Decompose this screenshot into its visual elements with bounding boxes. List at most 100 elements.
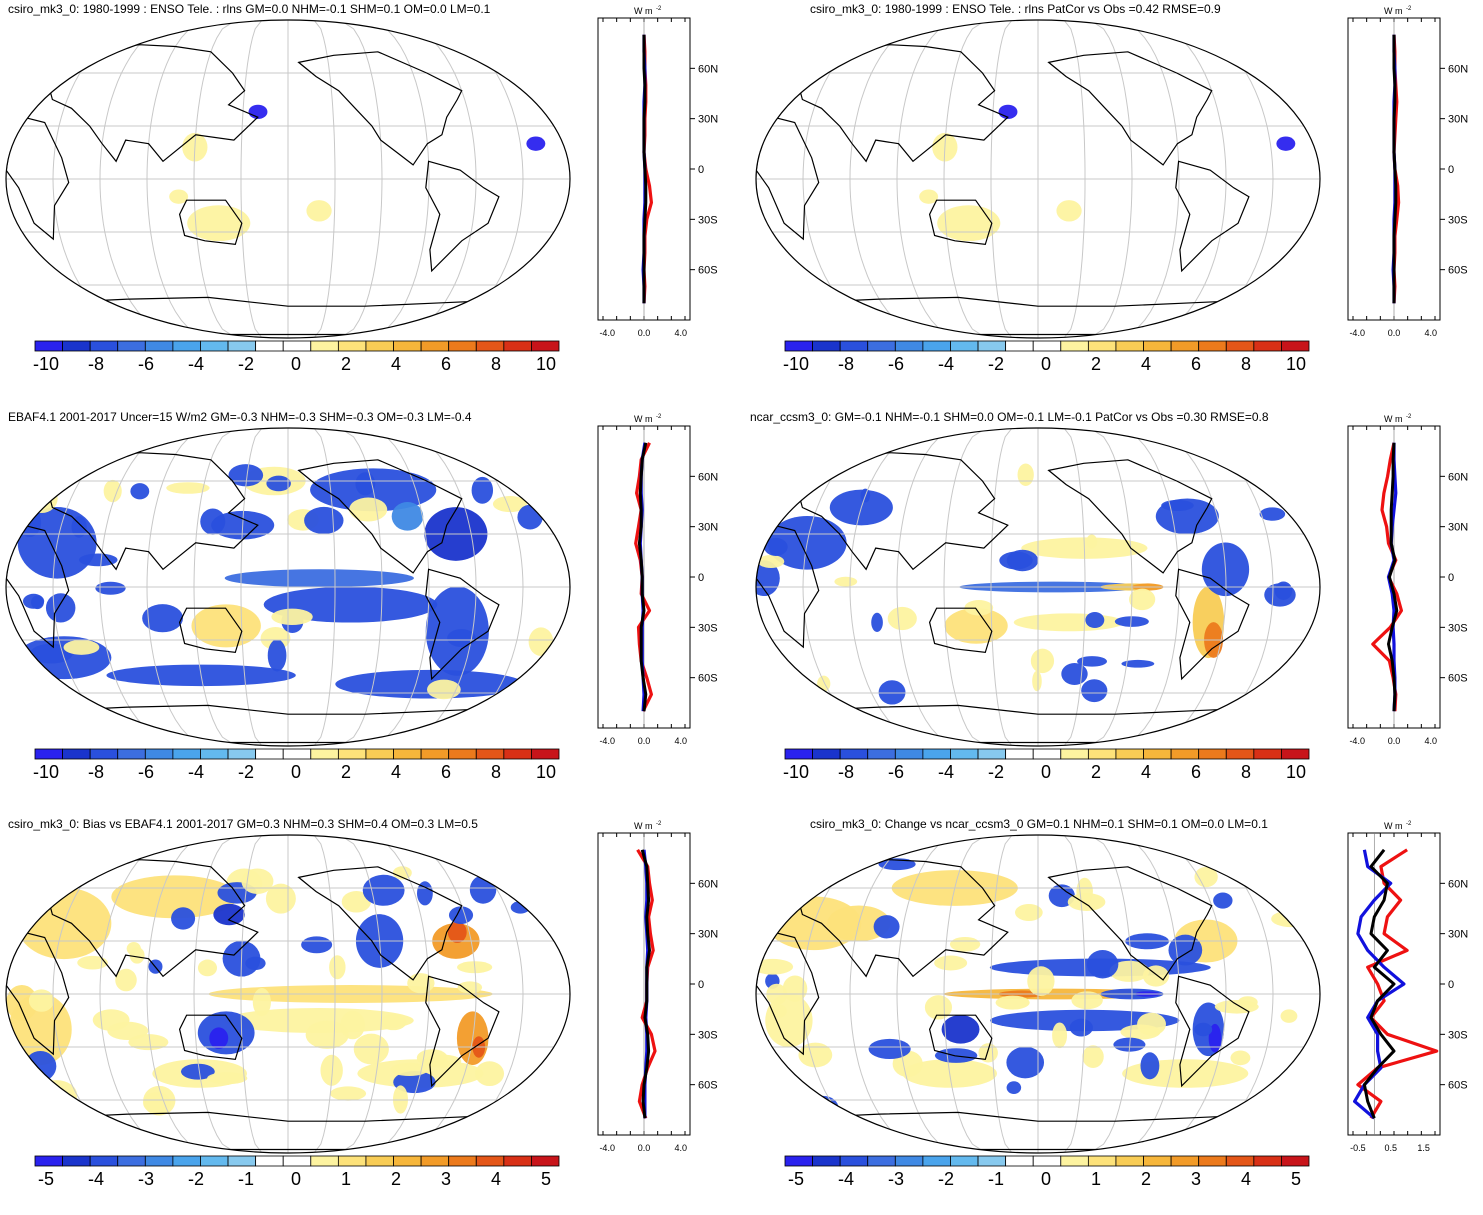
zonal-unit-label: W m xyxy=(1384,6,1403,16)
colorbar-swatch xyxy=(172,1155,201,1167)
field-blob xyxy=(169,189,189,204)
colorbar-swatch xyxy=(448,1155,477,1167)
colorbar-swatch xyxy=(503,1155,532,1167)
colorbar-swatch xyxy=(950,1155,979,1167)
field-blob xyxy=(245,956,266,971)
zonal-mean-plot: W m -2 60N 30N 0 30S 60S -4.0 0.0 4.0 xyxy=(597,414,718,746)
coastlines xyxy=(756,44,1279,336)
colorbar-swatch xyxy=(310,748,339,760)
colorbar-swatch xyxy=(1281,748,1310,760)
field-blob xyxy=(447,629,476,648)
colorbar-swatch xyxy=(1253,340,1282,352)
panel-title: ncar_ccsm3_0: GM=-0.1 NHM=-0.1 SHM=0.0 O… xyxy=(750,410,1269,424)
zonal-lat-tick-label: 0 xyxy=(698,164,704,176)
field-blob xyxy=(1030,648,1055,674)
coastlines xyxy=(756,452,1279,744)
colorbar-swatch xyxy=(89,748,119,760)
field-blob xyxy=(1121,659,1155,668)
colorbar-label: 10 xyxy=(535,354,557,374)
colorbar-label: 8 xyxy=(1240,762,1252,782)
colorbar-label: 8 xyxy=(490,354,502,374)
colorbar-swatch xyxy=(784,340,813,352)
colorbar-swatch xyxy=(1143,340,1172,352)
panel-1: csiro_mk3_0: 1980-1999 : ENSO Tele. : rl… xyxy=(0,0,740,400)
zonal-unit-exponent: -2 xyxy=(656,6,662,12)
field-blob xyxy=(349,497,388,522)
field-blob xyxy=(353,1033,389,1065)
field-blob xyxy=(763,537,788,556)
zonal-mean-plot: W m -2 60N 30N 0 30S 60S -0.5 0.5 1.5 xyxy=(1347,821,1468,1153)
field-blob xyxy=(1032,670,1042,692)
field-blob xyxy=(191,604,261,648)
zonal-x-tick-label: 0.0 xyxy=(1388,736,1401,746)
field-blob xyxy=(95,581,126,595)
field-blob xyxy=(757,555,785,568)
field-blob xyxy=(63,639,100,655)
colorbar-label: -10 xyxy=(782,354,810,374)
colorbar-swatch xyxy=(144,1155,174,1167)
field-blob xyxy=(28,989,55,1012)
panel-5: csiro_mk3_0: Bias vs EBAF4.1 2001-2017 G… xyxy=(0,815,740,1215)
global-map xyxy=(5,19,571,339)
field-blob xyxy=(949,936,981,952)
colorbar-swatch xyxy=(475,1155,505,1167)
zonal-line-black xyxy=(637,442,648,712)
field-blob xyxy=(471,476,494,504)
colorbar-label: 0 xyxy=(290,1169,302,1189)
field-blob xyxy=(873,915,900,939)
panel-4: ncar_ccsm3_0: GM=-0.1 NHM=-0.1 SHM=0.0 O… xyxy=(750,408,1483,808)
zonal-x-tick-label: 4.0 xyxy=(1425,736,1438,746)
field-blob xyxy=(427,679,461,700)
field-blob xyxy=(500,860,527,876)
field-blob xyxy=(423,1054,462,1068)
colorbar-label: -3 xyxy=(137,1169,155,1189)
zonal-lat-tick-label: 30S xyxy=(698,1029,718,1041)
colorbar-swatch xyxy=(420,340,450,352)
colorbar-label: -2 xyxy=(237,762,255,782)
zonal-lat-tick-label: 60N xyxy=(698,878,718,890)
field-blob xyxy=(492,495,528,513)
colorbar-swatch xyxy=(365,340,394,352)
field-blob xyxy=(130,483,150,500)
field-blob xyxy=(1129,588,1156,611)
field-blob xyxy=(978,1043,998,1063)
zonal-lat-tick-label: 30N xyxy=(1448,929,1468,941)
zonal-unit-label: W m xyxy=(1384,821,1403,831)
colorbar-swatch xyxy=(1087,340,1117,352)
colorbar-label: 4 xyxy=(390,354,402,374)
colorbar-swatch xyxy=(282,1155,312,1167)
field-blob xyxy=(1194,866,1218,888)
field-blob xyxy=(1086,534,1098,549)
field-blob xyxy=(1109,960,1150,982)
colorbar-label: -6 xyxy=(137,762,155,782)
field-blob xyxy=(1085,612,1105,629)
field-blob xyxy=(770,1004,787,1018)
colorbar-label: -1 xyxy=(987,1169,1005,1189)
colorbar-swatch xyxy=(1005,340,1034,352)
colorbar-swatch xyxy=(1032,748,1062,760)
zonal-lat-tick-label: 60N xyxy=(1448,471,1468,483)
colorbar-swatch xyxy=(117,340,146,352)
coastline-antarctica xyxy=(801,1111,1279,1151)
zonal-unit-label: W m xyxy=(634,414,653,424)
graticule xyxy=(756,428,1320,746)
field-blob xyxy=(924,995,953,1020)
panel-title: EBAF4.1 2001-2017 Uncer=15 W/m2 GM=-0.3 … xyxy=(8,410,472,424)
field-blob xyxy=(995,995,1030,1010)
zonal-x-tick-label: -4.0 xyxy=(599,328,615,338)
colorbar-swatch xyxy=(62,748,91,760)
field-blob xyxy=(1194,1022,1213,1037)
colorbar-swatch xyxy=(310,1155,339,1167)
field-blob xyxy=(115,968,137,992)
colorbar-swatch xyxy=(475,748,505,760)
coastline-namerica xyxy=(297,459,463,574)
coastline-samerica xyxy=(1175,975,1250,1088)
zonal-line-black xyxy=(640,849,651,1119)
colorbar-swatch xyxy=(1170,1155,1200,1167)
coastline-eurasia xyxy=(794,44,1009,163)
field-blob xyxy=(1067,893,1106,911)
colorbar-swatch xyxy=(839,748,869,760)
colorbar-swatch xyxy=(867,1155,896,1167)
colorbar-label: 10 xyxy=(1285,354,1307,374)
global-map xyxy=(5,834,571,1154)
